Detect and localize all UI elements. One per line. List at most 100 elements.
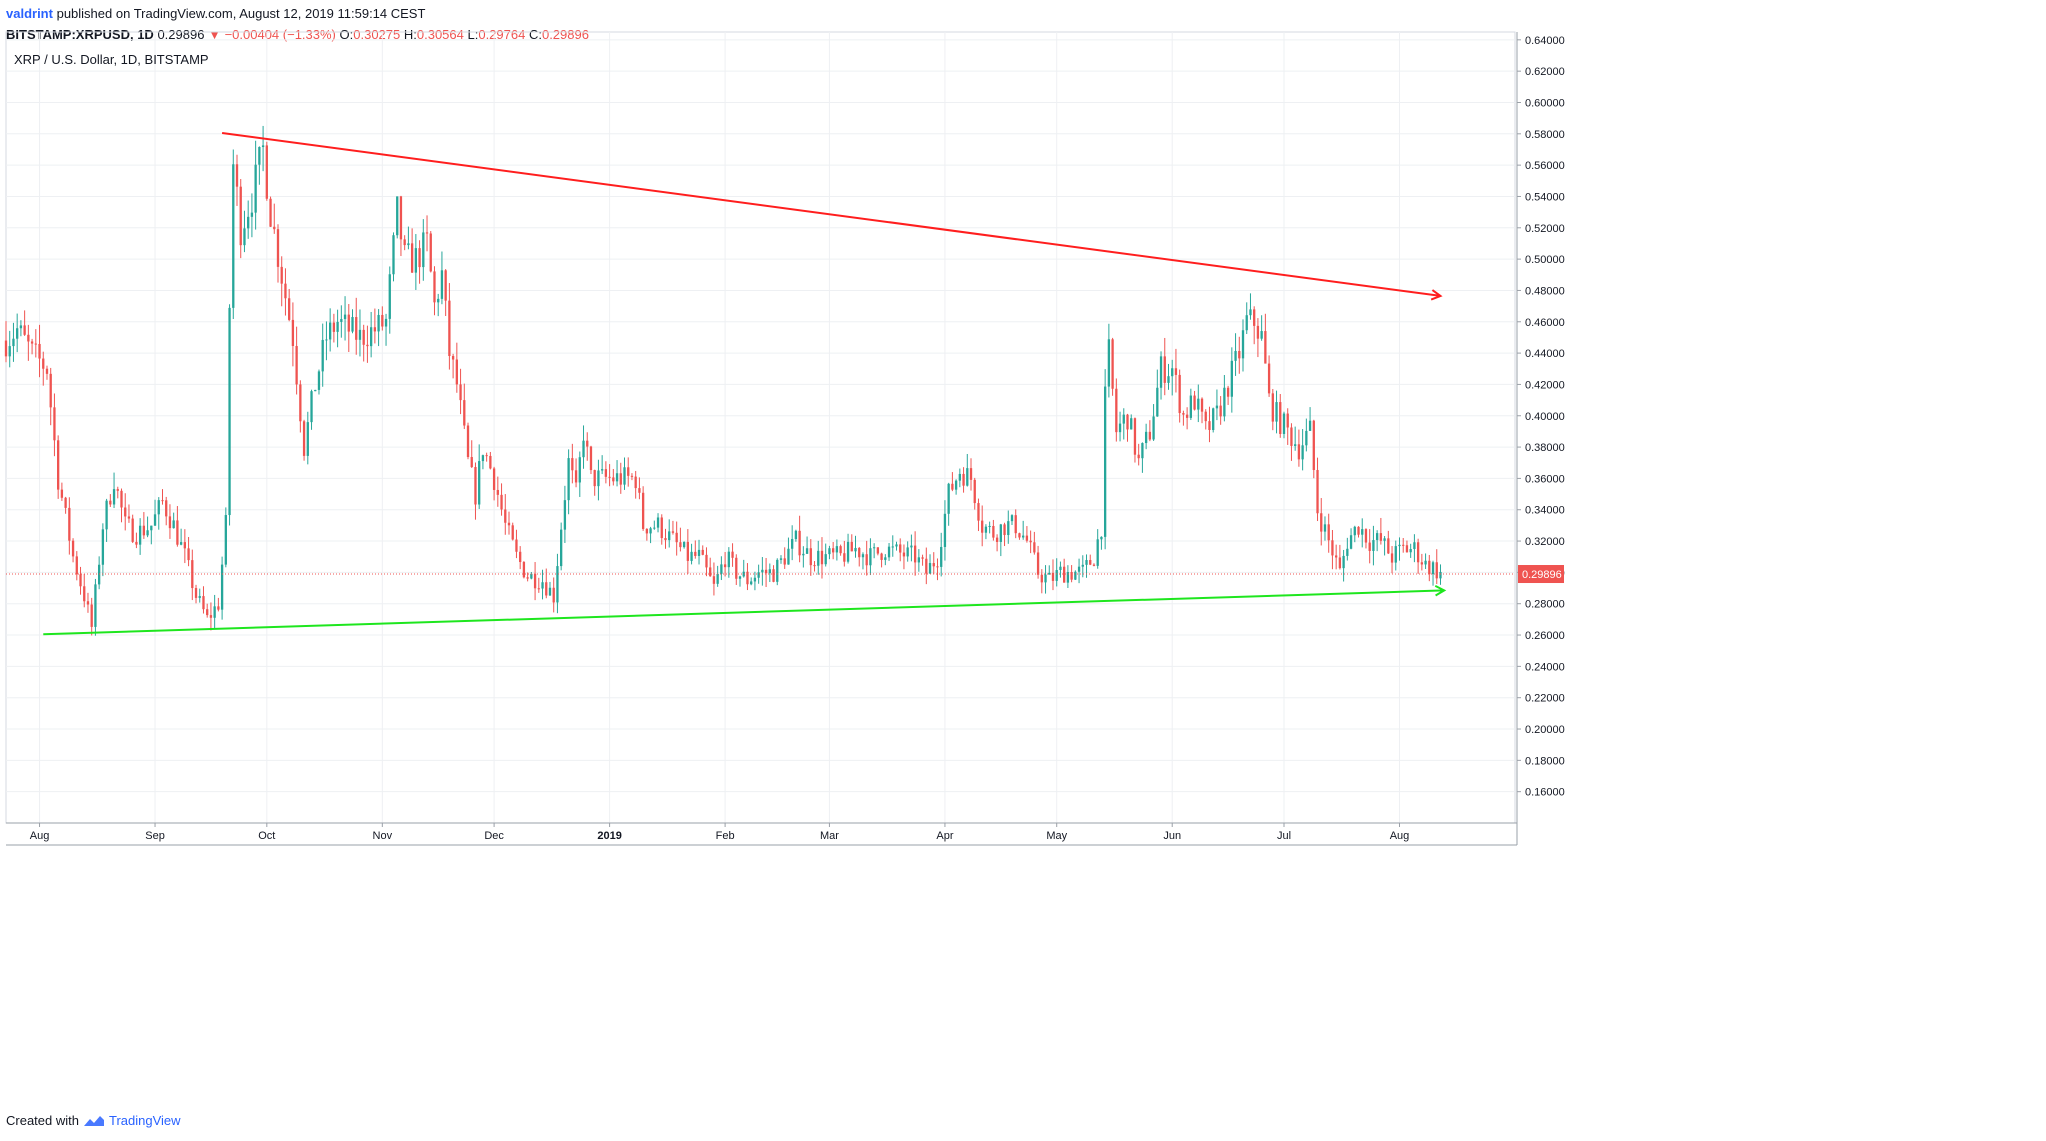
- candle-body: [146, 530, 149, 536]
- candle-body: [1416, 542, 1420, 563]
- y-tick-label: 0.52000: [1525, 223, 1565, 235]
- candle-body: [463, 400, 466, 426]
- candle-body: [906, 547, 909, 557]
- candle-body: [515, 539, 518, 552]
- plot-border: [5, 31, 1516, 824]
- candle-body: [68, 507, 71, 541]
- candle-body: [802, 553, 805, 556]
- candle-body: [478, 461, 481, 505]
- x-tick-label: Aug: [30, 830, 50, 842]
- candle-body: [567, 458, 570, 501]
- candle-body: [317, 371, 321, 390]
- candle-body: [753, 577, 757, 582]
- x-tick-label: 2019: [597, 830, 621, 842]
- candle-body: [407, 243, 410, 246]
- candle-body: [325, 339, 328, 341]
- candle-body: [1301, 445, 1304, 460]
- candle-body: [839, 546, 842, 554]
- candle-body: [668, 531, 671, 541]
- candle-body: [1368, 542, 1371, 551]
- candle-body: [533, 573, 537, 589]
- candle-body: [1335, 555, 1338, 558]
- candle-body: [552, 587, 555, 603]
- candle-body: [571, 458, 574, 471]
- candle-body: [53, 407, 56, 441]
- candle-body: [194, 588, 198, 598]
- trendlines: [43, 132, 1447, 636]
- candle-body: [1033, 542, 1036, 553]
- candle-body: [1264, 331, 1267, 364]
- candle-body: [798, 530, 801, 556]
- candle-body: [57, 440, 60, 490]
- candle-body: [1197, 398, 1200, 410]
- candle-body: [366, 344, 369, 347]
- candle-body: [440, 270, 444, 299]
- candle-body: [228, 307, 231, 516]
- candle-body: [295, 345, 298, 385]
- candle-body: [969, 468, 973, 480]
- candle-body: [1089, 560, 1092, 565]
- candle-body: [1308, 420, 1312, 431]
- candle-body: [459, 384, 462, 401]
- candle-body: [869, 548, 872, 566]
- candle-body: [1107, 339, 1111, 387]
- candle-body: [876, 547, 880, 554]
- tradingview-brand[interactable]: TradingView: [108, 1113, 181, 1128]
- candle-body: [500, 494, 503, 510]
- candle-body: [187, 548, 190, 561]
- candle-body: [336, 321, 339, 332]
- candle-body: [794, 530, 798, 540]
- author-name[interactable]: valdrint: [6, 6, 53, 21]
- candle-body: [612, 477, 615, 482]
- candle-body: [466, 425, 470, 458]
- candle-body: [1007, 521, 1010, 536]
- candle-body: [1092, 564, 1096, 566]
- candle-body: [124, 507, 127, 517]
- candle-body: [343, 314, 347, 320]
- time-axis: Aug Sep Oct Nov Dec 2019 Feb Mar Apr May Jun Jul Aug: [6, 822, 1517, 846]
- candle-body: [1174, 368, 1178, 375]
- candlestick-series: [4, 125, 1515, 636]
- candle-body: [1260, 331, 1263, 339]
- candle-body: [805, 548, 809, 554]
- candle-body: [750, 581, 753, 585]
- candle-body: [902, 552, 906, 557]
- candle-body: [1055, 570, 1058, 581]
- candle-body: [716, 573, 719, 584]
- chart-title: XRP / U.S. Dollar, 1D, BITSTAMP: [14, 52, 209, 67]
- down-arrow-icon: ▼: [208, 27, 221, 42]
- candle-body: [340, 319, 343, 322]
- candle-body: [474, 467, 477, 505]
- y-tick-label: 0.40000: [1525, 411, 1565, 423]
- candle-body: [1256, 325, 1260, 339]
- created-with-label: Created with: [6, 1113, 79, 1128]
- candle-body: [1025, 535, 1029, 541]
- candle-body: [995, 537, 999, 542]
- candle-body: [265, 145, 268, 199]
- publish-line: valdrint published on TradingView.com, A…: [6, 3, 589, 24]
- candle-body: [38, 343, 41, 359]
- last-price-tag-label: 0.29896: [1522, 569, 1562, 581]
- candle-body: [30, 341, 34, 344]
- candle-body: [910, 545, 913, 548]
- candle-body: [1063, 566, 1066, 583]
- candle-body: [843, 553, 846, 562]
- y-tick-label: 0.44000: [1525, 348, 1565, 360]
- x-tick-label: Sep: [145, 830, 165, 842]
- candle-body: [489, 455, 492, 469]
- candle-body: [1022, 535, 1025, 538]
- candle-body: [984, 526, 988, 533]
- candle-body: [273, 226, 276, 230]
- candle-body: [623, 467, 626, 485]
- candle-body: [422, 232, 425, 268]
- candle-body: [97, 564, 101, 585]
- candle-body: [921, 557, 924, 559]
- candle-body: [973, 479, 976, 504]
- candle-body: [1193, 395, 1196, 410]
- candle-body: [101, 529, 105, 565]
- candle-body: [1171, 368, 1174, 377]
- candle-body: [828, 548, 831, 555]
- candle-body: [1167, 376, 1170, 383]
- candle-body: [418, 248, 421, 268]
